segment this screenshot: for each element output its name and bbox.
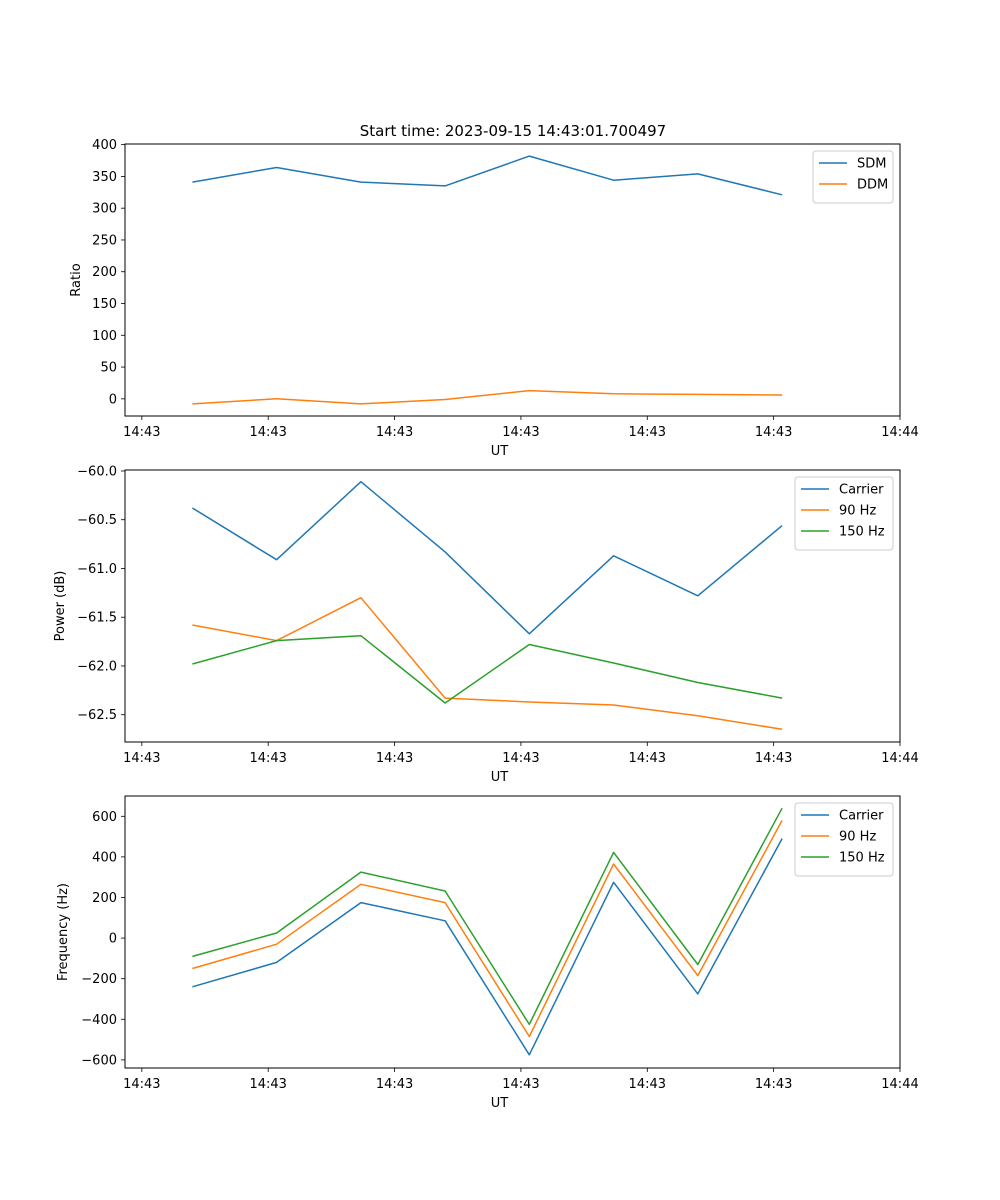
legend-label: Carrier [839,809,884,824]
legend: Carrier 90 Hz 150 Hz [794,476,894,551]
figure-title: Start time: 2023-09-15 14:43:01.700497 [360,122,666,140]
y-axis-label: Frequency (Hz) [56,883,71,981]
panel-2: 14:43 14:43 14:43 14:43 14:43 14:43 14:44 −62.5… [53,464,919,785]
x-tick-label: 14:43 [376,1077,413,1092]
series-line-sdm [192,155,783,196]
x-tick-label: 14:44 [881,425,918,440]
series-line-90-hz [192,820,783,1038]
x-tick-label: 14:43 [376,751,413,766]
y-tick-label: 400 [92,138,117,153]
x-tick-label: 14:43 [755,425,792,440]
legend-label: 90 Hz [839,504,876,519]
panel-1: 14:43 14:43 14:43 14:43 14:43 14:43 14:44 0 50 10… [69,138,919,459]
series-line-ddm [192,389,783,405]
legend-box [812,150,894,204]
series-line-150-hz [192,807,783,1026]
y-tick-label: 600 [92,810,117,825]
panel-3: 14:43 14:43 14:43 14:43 14:43 14:43 14:44 −600 −… [56,795,919,1111]
y-tick-label: 150 [92,297,117,312]
y-tick-label: 350 [92,170,117,185]
y-tick-label: 300 [92,202,117,217]
legend-label: DDM [857,178,888,193]
x-tick-label: 14:43 [755,1077,792,1092]
y-tick-label: −60.5 [77,513,117,528]
x-tick-label: 14:43 [249,751,286,766]
panels: 14:43 14:43 14:43 14:43 14:43 14:43 14:44 0 50 10… [53,138,919,1111]
series-line-90-hz [192,596,783,731]
x-tick-label: 14:44 [881,1077,918,1092]
y-tick-label: 50 [100,361,117,376]
x-tick-label: 14:43 [755,751,792,766]
y-tick-label: −62.0 [77,659,117,674]
x-tick-label: 14:43 [123,425,160,440]
legend: Carrier 90 Hz 150 Hz [794,802,894,877]
y-tick-label: 400 [92,850,117,865]
x-tick-label: 14:43 [249,1077,286,1092]
x-axis-label: UT [491,1096,509,1111]
x-tick-label: 14:43 [502,1077,539,1092]
x-tick-label: 14:43 [629,425,666,440]
y-tick-label: −60.0 [77,464,117,479]
legend: SDM DDM [812,150,894,204]
legend-label: 150 Hz [839,851,885,866]
y-tick-label: −62.5 [77,708,117,723]
y-tick-label: 200 [92,265,117,280]
y-tick-label: −200 [81,972,117,987]
y-tick-label: −400 [81,1013,117,1028]
y-axis-label: Ratio [69,263,84,296]
x-tick-label: 14:43 [123,751,160,766]
y-tick-label: 0 [109,392,117,407]
series-line-150-hz [192,634,783,704]
legend-label: SDM [857,157,886,172]
y-tick-label: 100 [92,329,117,344]
series-line-carrier [192,480,783,635]
axes-frame [124,469,901,743]
y-tick-label: −61.5 [77,611,117,626]
x-tick-label: 14:43 [629,751,666,766]
y-axis-label: Power (dB) [53,571,68,642]
y-tick-label: 0 [109,932,117,947]
y-tick-label: −61.0 [77,562,117,577]
x-tick-label: 14:44 [881,751,918,766]
x-tick-label: 14:43 [376,425,413,440]
legend-label: Carrier [839,483,884,498]
series-line-carrier [192,838,783,1056]
x-tick-label: 14:43 [502,425,539,440]
y-tick-label: 250 [92,233,117,248]
x-tick-label: 14:43 [123,1077,160,1092]
y-tick-label: 200 [92,891,117,906]
legend-label: 150 Hz [839,525,885,540]
x-tick-label: 14:43 [249,425,286,440]
x-axis-label: UT [491,444,509,459]
y-tick-label: −600 [81,1053,117,1068]
x-tick-label: 14:43 [629,1077,666,1092]
axes-frame [124,795,901,1069]
x-tick-label: 14:43 [502,751,539,766]
x-axis-label: UT [491,770,509,785]
legend-label: 90 Hz [839,830,876,845]
axes-frame [124,143,901,417]
